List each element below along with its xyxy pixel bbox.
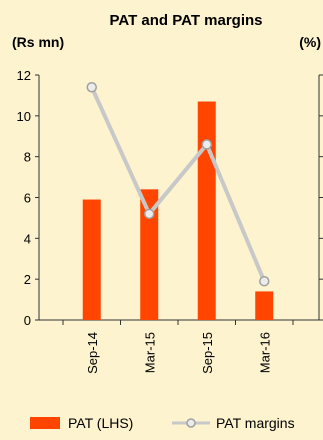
- line-series: [86, 82, 270, 287]
- x-tick-label: Mar-15: [142, 332, 157, 373]
- pat-margins-point: [144, 208, 155, 220]
- x-tick-label: Sep-15: [200, 332, 215, 374]
- chart-title: PAT and PAT margins: [109, 12, 262, 29]
- pat-margins-line: [89, 86, 267, 282]
- pat-bar: [255, 291, 274, 320]
- y-tick-label: 10: [17, 109, 31, 124]
- x-tick-label: Sep-14: [85, 332, 100, 374]
- y-tick-label: 8: [24, 150, 31, 165]
- legend-marker-margins: [186, 418, 196, 428]
- left-axis-unit: (Rs mn): [12, 34, 64, 50]
- y-tick-label: 12: [17, 68, 31, 83]
- legend-label-margins: PAT margins: [216, 415, 295, 431]
- pat-margins-point: [86, 82, 97, 93]
- pat-margins-point: [259, 275, 270, 287]
- y-tick-label: 0: [24, 313, 31, 328]
- y-tick-label: 6: [24, 191, 31, 206]
- pat-bar: [82, 199, 101, 320]
- right-axis-unit: (%): [299, 34, 321, 50]
- pat-bar: [140, 189, 159, 320]
- pat-margins-point: [201, 139, 212, 150]
- x-tick-labels: Sep-14 Mar-15 Sep-15 Mar-16: [85, 332, 273, 374]
- y-tick-label: 2: [24, 272, 31, 287]
- y-tick-label: 4: [24, 231, 31, 246]
- legend: PAT (LHS) PAT margins: [30, 415, 295, 431]
- axes: 0 2 4 6 8 10 12: [17, 68, 323, 328]
- pat-bar: [197, 101, 216, 321]
- x-tick-label: Mar-16: [257, 332, 272, 373]
- legend-swatch-pat: [30, 417, 60, 429]
- legend-label-pat: PAT (LHS): [68, 415, 133, 431]
